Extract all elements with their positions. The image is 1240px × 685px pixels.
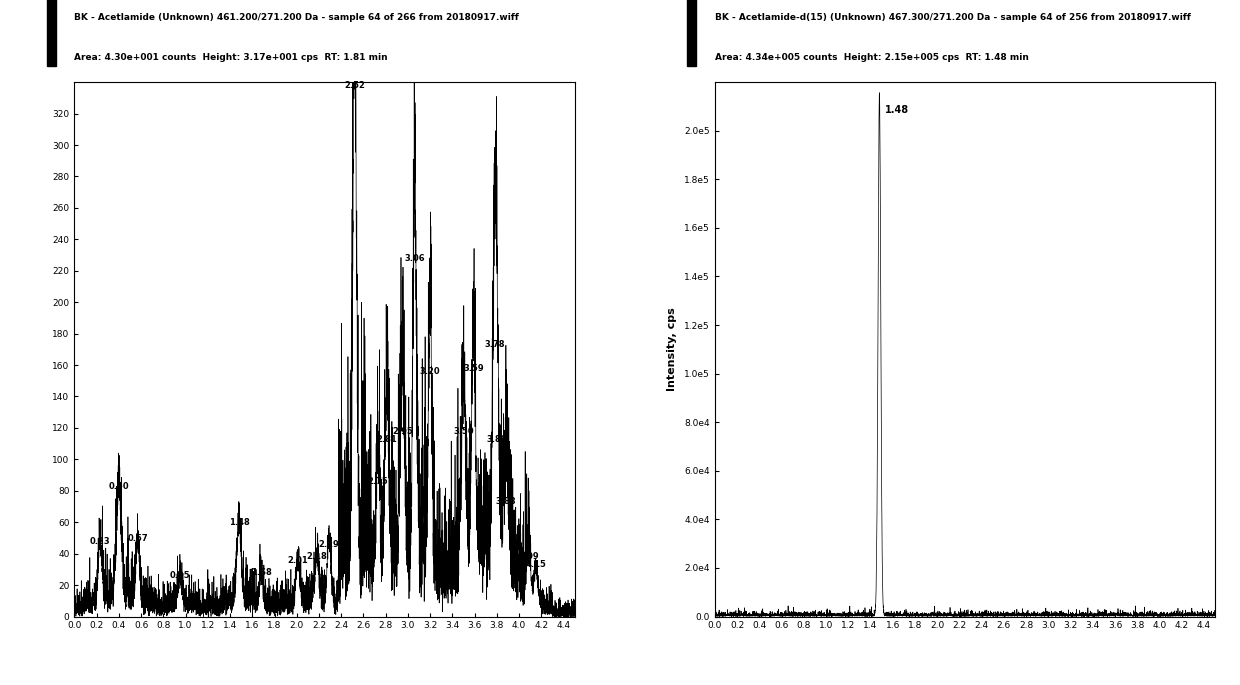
Text: 2.52: 2.52: [345, 81, 365, 90]
Text: BK - Acetlamide (Unknown) 461.200/271.200 Da - sample 64 of 266 from 20180917.wi: BK - Acetlamide (Unknown) 461.200/271.20…: [74, 13, 520, 22]
Text: 3.50: 3.50: [454, 427, 474, 436]
Text: 2.81: 2.81: [377, 435, 397, 444]
Text: 0.23: 0.23: [89, 537, 110, 546]
Text: 1.48: 1.48: [228, 518, 249, 527]
Y-axis label: Intensity, cps: Intensity, cps: [667, 308, 677, 391]
Text: 2.01: 2.01: [288, 556, 309, 564]
Text: 0.57: 0.57: [128, 534, 148, 543]
Text: 3.20: 3.20: [420, 367, 440, 376]
Text: 2.95: 2.95: [392, 427, 413, 436]
Text: 3.78: 3.78: [485, 340, 505, 349]
Text: 3.06: 3.06: [404, 254, 425, 263]
Text: BK - Acetlamide-d(15) (Unknown) 467.300/271.200 Da - sample 64 of 256 from 20180: BK - Acetlamide-d(15) (Unknown) 467.300/…: [714, 13, 1190, 22]
Bar: [47, 0, 56, 66]
Text: 2.18: 2.18: [306, 553, 327, 562]
Text: 1.48: 1.48: [885, 105, 909, 115]
Text: 3.80: 3.80: [486, 435, 507, 444]
Text: 4.09: 4.09: [518, 553, 539, 562]
Text: 3.59: 3.59: [464, 364, 484, 373]
Text: 4.15: 4.15: [526, 560, 547, 569]
Text: 0.50: 0.50: [109, 482, 129, 490]
Text: 2.75: 2.75: [367, 477, 388, 486]
Text: 2.29: 2.29: [319, 540, 340, 549]
Text: 0.95: 0.95: [170, 571, 191, 580]
Text: 1.68: 1.68: [250, 569, 272, 577]
Text: 3.88: 3.88: [496, 497, 516, 506]
Bar: [687, 0, 697, 66]
Text: Area: 4.30e+001 counts  Height: 3.17e+001 cps  RT: 1.81 min: Area: 4.30e+001 counts Height: 3.17e+001…: [74, 53, 388, 62]
Text: Area: 4.34e+005 counts  Height: 2.15e+005 cps  RT: 1.48 min: Area: 4.34e+005 counts Height: 2.15e+005…: [714, 53, 1029, 62]
